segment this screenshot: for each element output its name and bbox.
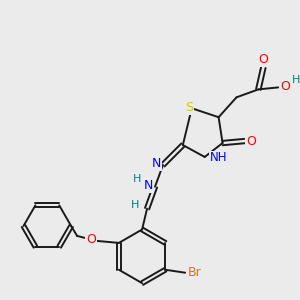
Text: O: O — [247, 135, 256, 148]
Text: N: N — [151, 158, 161, 170]
Text: H: H — [133, 174, 141, 184]
Text: S: S — [185, 101, 193, 114]
Text: H: H — [131, 200, 139, 210]
Text: O: O — [280, 80, 290, 93]
Text: NH: NH — [210, 152, 227, 164]
Text: Br: Br — [187, 266, 201, 279]
Text: H: H — [292, 75, 300, 85]
Text: N: N — [143, 179, 153, 192]
Text: O: O — [258, 53, 268, 66]
Text: O: O — [86, 233, 96, 246]
